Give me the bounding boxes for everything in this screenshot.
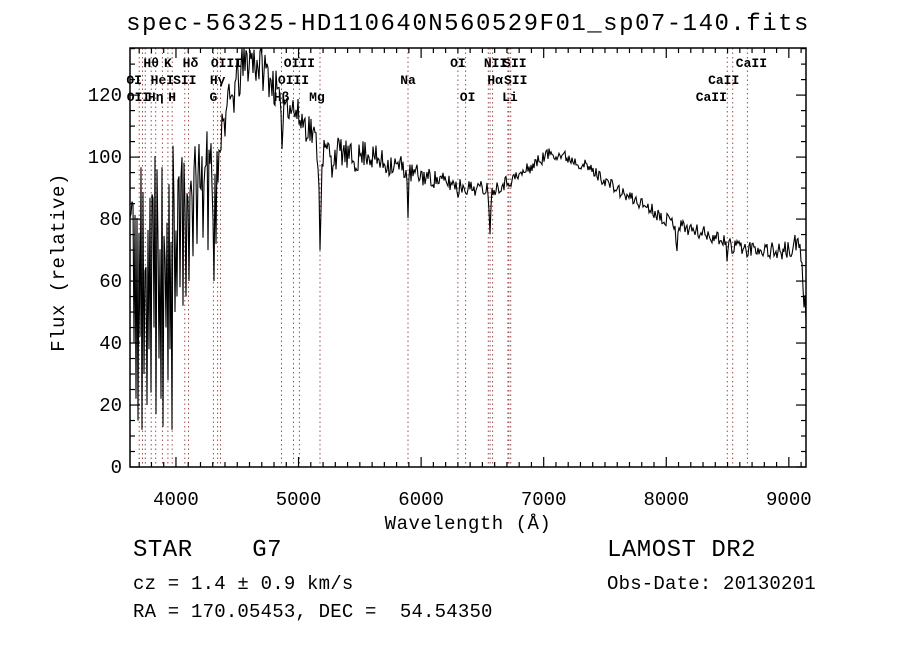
ra-dec-label: RA = 170.05453, DEC = 54.54350 [133,601,493,623]
spectral-line-label: CaII [708,73,739,88]
survey-release-label: LAMOST DR2 [607,537,757,564]
spectral-line-label: Hη [148,90,164,105]
spectral-line-label: Hδ [183,56,199,71]
spectral-line-label: OI [450,56,466,71]
plot-title: spec-56325-HD110640N560529F01_sp07-140.f… [126,11,810,38]
spectral-line-label: OIII [284,56,315,71]
spectrum-trace [129,47,807,430]
spectral-line-label: OIII [211,56,242,71]
x-tick-label: 8000 [643,489,689,511]
spectral-line-label: K [164,56,172,71]
spectral-line-label: SII [504,73,527,88]
spectral-line-label: SII [173,73,196,88]
x-tick-label: 6000 [398,489,444,511]
spectral-line-label: Li [502,90,518,105]
obs-date-label: Obs-Date: 20130201 [607,573,816,595]
object-class-label: STAR G7 [133,537,283,564]
spectral-line-label: NII [484,56,507,71]
spectral-line-label: Mg [309,90,325,105]
y-tick-label: 20 [99,395,122,417]
spectral-line-label: OII [127,90,150,105]
spectral-line-label: Hβ [274,90,290,105]
spectral-line-label: Hθ [143,56,159,71]
spectral-line-label: CaII [696,90,727,105]
x-tick-label: 9000 [766,489,812,511]
x-tick-label: 4000 [153,489,199,511]
x-axis-title: Wavelength (Å) [385,513,552,535]
spectral-line-label: CaII [736,56,767,71]
x-tick-label: 5000 [276,489,322,511]
spectral-line-label: OI [460,90,476,105]
spectral-line-label: OIII [278,73,309,88]
x-tick-label: 7000 [521,489,567,511]
spectral-line-label: Na [400,73,416,88]
y-axis-title: Flux (relative) [48,173,70,352]
y-tick-label: 120 [88,85,122,107]
spectral-line-label: HeI [151,73,174,88]
spectral-line-label: OI [126,73,142,88]
spectral-line-label: Hγ [210,73,226,88]
spectral-line-label: Hα [487,73,503,88]
y-tick-label: 40 [99,333,122,355]
redshift-velocity-label: cz = 1.4 ± 0.9 km/s [133,573,354,595]
plot-frame [129,47,807,468]
spectral-line-label: H [168,90,176,105]
y-tick-label: 0 [111,457,122,479]
spectral-line-label: SII [503,56,526,71]
y-tick-label: 80 [99,209,122,231]
y-tick-label: 100 [88,147,122,169]
spectral-line-label: G [209,90,217,105]
y-tick-label: 60 [99,271,122,293]
